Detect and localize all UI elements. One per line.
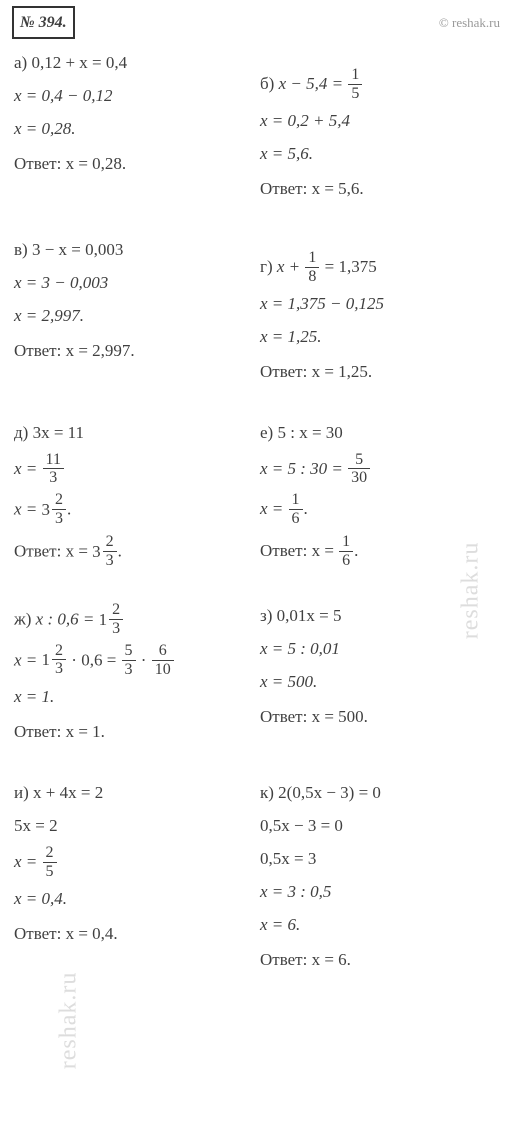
watermark: reshak.ru bbox=[48, 972, 89, 1070]
row-5: и) x + 4x = 2 5x = 2 x = 25 x = 0,4. Отв… bbox=[14, 779, 498, 978]
problem-d: д) 3x = 11 x = 113 x = 323. Ответ: x = 3… bbox=[14, 419, 252, 574]
problem-v: в) 3 − x = 0,003 x = 3 − 0,003 x = 2,997… bbox=[14, 236, 252, 391]
problem-b: б) x − 5,4 = 15 x = 0,2 + 5,4 x = 5,6. О… bbox=[252, 49, 498, 208]
row-1: а) 0,12 + x = 0,4 x = 0,4 − 0,12 x = 0,2… bbox=[14, 49, 498, 208]
problem-k: к) 2(0,5x − 3) = 0 0,5x − 3 = 0 0,5x = 3… bbox=[252, 779, 498, 978]
header: № 394. © reshak.ru bbox=[0, 0, 512, 49]
row-2: в) 3 − x = 0,003 x = 3 − 0,003 x = 2,997… bbox=[14, 236, 498, 391]
copyright: © reshak.ru bbox=[439, 12, 500, 34]
problem-a: а) 0,12 + x = 0,4 x = 0,4 − 0,12 x = 0,2… bbox=[14, 49, 252, 208]
problem-e: е) 5 : x = 30 x = 5 : 30 = 530 x = 16. О… bbox=[252, 419, 498, 574]
problem-z: з) 0,01x = 5 x = 5 : 0,01 x = 500. Ответ… bbox=[252, 602, 498, 751]
content: а) 0,12 + x = 0,4 x = 0,4 − 0,12 x = 0,2… bbox=[0, 49, 512, 978]
problem-number: № 394. bbox=[12, 6, 75, 39]
problem-g: г) x + 18 = 1,375 x = 1,375 − 0,125 x = … bbox=[252, 236, 498, 391]
row-4: ж) x : 0,6 = 123 x = 123 · 0,6 = 53 · 61… bbox=[14, 602, 498, 751]
problem-zh: ж) x : 0,6 = 123 x = 123 · 0,6 = 53 · 61… bbox=[14, 602, 252, 751]
problem-i: и) x + 4x = 2 5x = 2 x = 25 x = 0,4. Отв… bbox=[14, 779, 252, 978]
row-3: д) 3x = 11 x = 113 x = 323. Ответ: x = 3… bbox=[14, 419, 498, 574]
